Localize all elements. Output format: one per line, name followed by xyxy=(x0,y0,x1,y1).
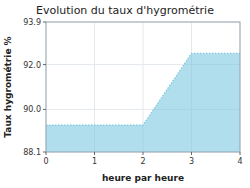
tick-label: 0 xyxy=(43,157,48,166)
tick-label: 2 xyxy=(140,157,145,166)
tick-label: 88.1 xyxy=(23,148,41,157)
title: Evolution du taux d'hygrométrie xyxy=(36,4,214,17)
tick-mark xyxy=(43,22,46,23)
tick-label: 90.0 xyxy=(23,105,41,114)
area xyxy=(46,53,240,152)
tick-label: 92.0 xyxy=(23,61,41,70)
plot-area xyxy=(46,22,240,152)
tick-label: 1 xyxy=(92,157,97,166)
tick-label: 3 xyxy=(189,157,194,166)
tick-mark xyxy=(46,152,47,155)
tick-mark xyxy=(240,152,241,155)
tick-mark xyxy=(94,152,95,155)
plot-frame xyxy=(46,22,240,152)
tick-label: 4 xyxy=(237,157,242,166)
chart: 88.1 90.0 92.0 93.9 0 1 2 3 4 Evolution du taux d… xyxy=(0,0,250,188)
line xyxy=(46,53,240,125)
tick-mark xyxy=(43,109,46,110)
data-group xyxy=(46,53,240,152)
tick-mark xyxy=(191,152,192,155)
tick-mark xyxy=(143,152,144,155)
x-axis-label: heure par heure xyxy=(102,173,184,183)
tick-label: 93.9 xyxy=(23,18,41,27)
tick-mark xyxy=(43,64,46,65)
y-axis-label: Taux hygrométrie % xyxy=(3,36,13,137)
